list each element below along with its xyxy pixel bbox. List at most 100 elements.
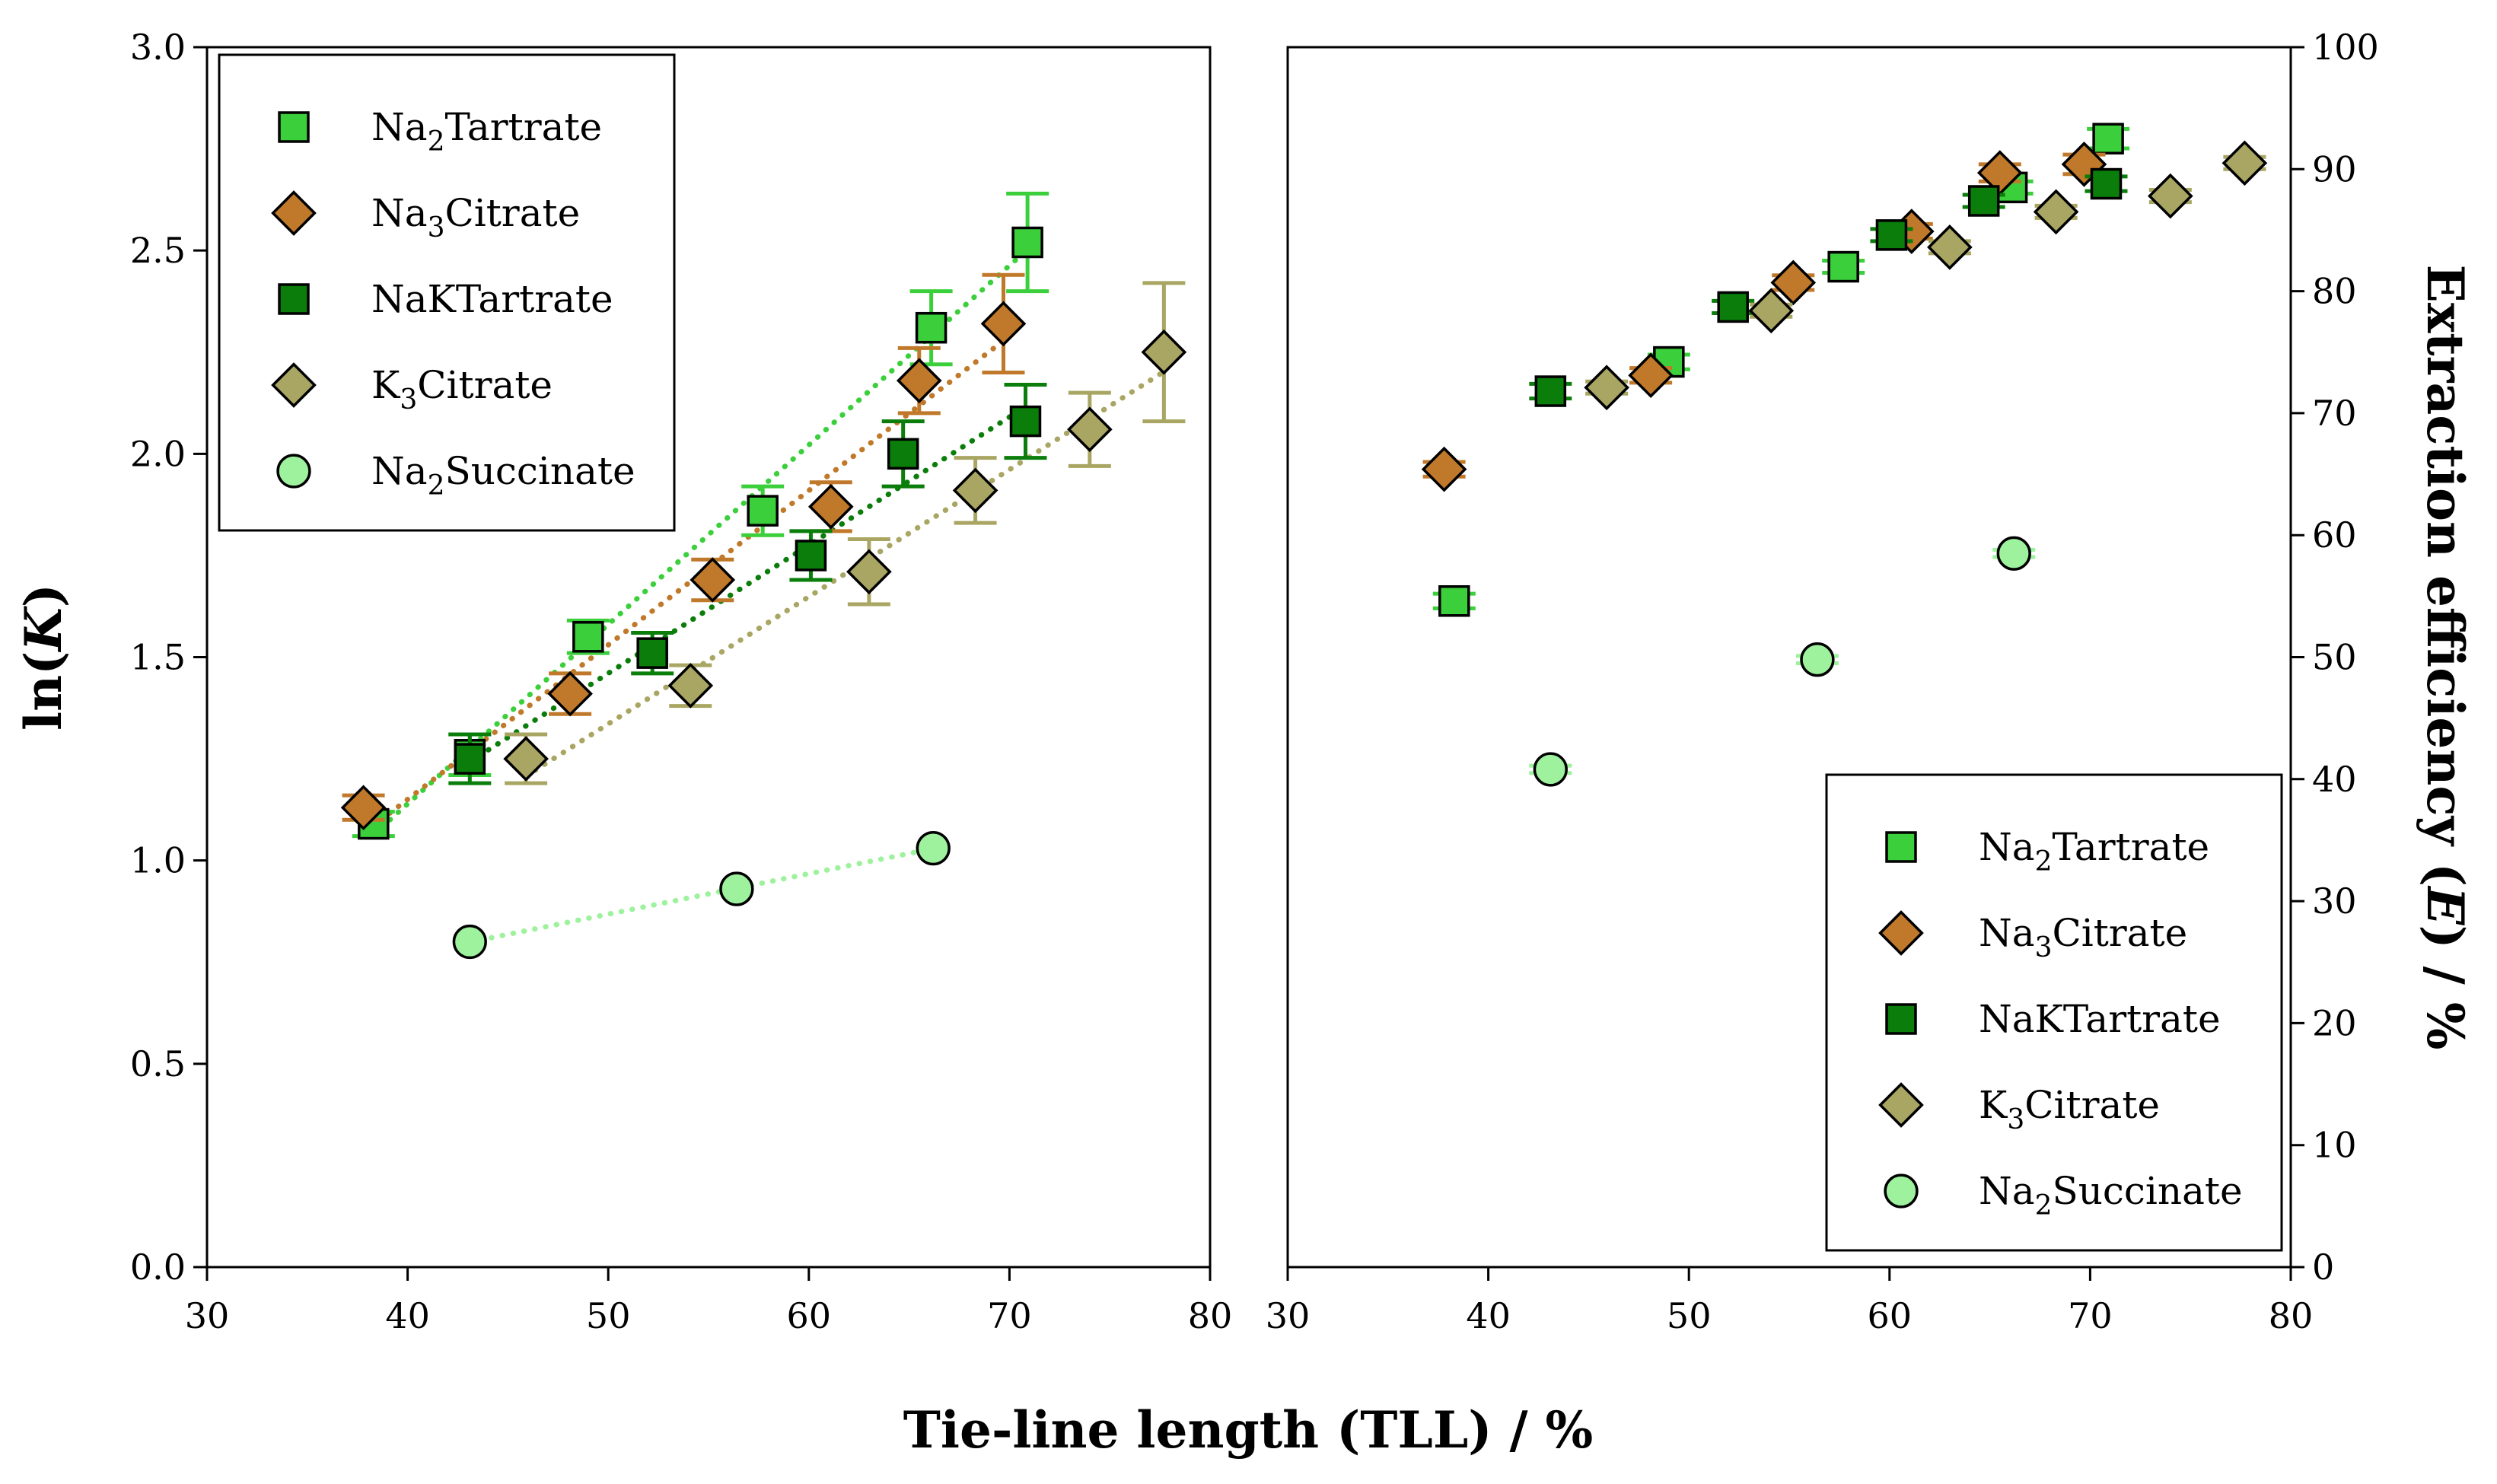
legend-marker-Na2Succinate bbox=[276, 454, 311, 489]
y-axis-title: Extraction efficiency (E) / % bbox=[2416, 265, 2475, 1050]
legend-marker-K3Citrate bbox=[1878, 1082, 1924, 1128]
series-Na3Citrate bbox=[340, 272, 1027, 831]
legend-marker-Na2Tartrate bbox=[278, 111, 310, 143]
legend: Na2Tartrate Na3Citrate NaKTartrate K3Citrat… bbox=[218, 53, 676, 532]
x-axis-title: Tie-line length (TLL) / % bbox=[903, 1400, 1593, 1460]
y-tick-label: 80 bbox=[2312, 271, 2357, 312]
data-point-Na3Citrate bbox=[1628, 352, 1674, 399]
data-point-Na2Succinate bbox=[1533, 752, 1568, 787]
data-point-Na3Citrate bbox=[896, 358, 942, 403]
x-tick-label: 80 bbox=[1188, 1295, 1233, 1336]
legend-label-Na2Tartrate: Na2Tartrate bbox=[1979, 825, 2209, 877]
y-tick-label: 2.5 bbox=[130, 230, 186, 271]
data-point-Na3Citrate bbox=[547, 670, 593, 717]
legend-label-NaKTartrate: NaKTartrate bbox=[371, 277, 613, 321]
trendline-K3Citrate bbox=[523, 368, 1167, 779]
data-point-Na3Citrate bbox=[1770, 260, 1817, 306]
y-tick-label: 70 bbox=[2312, 393, 2357, 434]
y-tick-label: 2.0 bbox=[130, 433, 186, 474]
legend-label-Na3Citrate: Na3Citrate bbox=[371, 191, 580, 244]
data-point-NaKTartrate bbox=[454, 743, 486, 775]
legend-marker-K3Citrate bbox=[271, 362, 317, 408]
data-point-K3Citrate bbox=[503, 736, 549, 782]
x-tick-label: 70 bbox=[987, 1295, 1032, 1336]
series-K3Citrate bbox=[1584, 140, 2268, 411]
data-point-K3Citrate bbox=[2222, 140, 2268, 186]
data-point-K3Citrate bbox=[1584, 365, 1629, 411]
data-point-K3Citrate bbox=[1927, 225, 1973, 270]
y-axis-title: ln(K) bbox=[14, 584, 73, 731]
left-panel-lnK: 30 40 50 60 70 80 0.0 0.5 1.0 1.5 2.0 2.5 3.0 ln(K) Na… bbox=[14, 27, 1232, 1336]
x-tick-label: 50 bbox=[1667, 1295, 1712, 1336]
data-point-Na2Succinate bbox=[916, 830, 951, 866]
y-tick-label: 3.0 bbox=[130, 27, 186, 68]
data-point-Na2Succinate bbox=[452, 924, 487, 960]
data-point-NaKTartrate bbox=[795, 540, 827, 572]
legend-marker-Na2Succinate bbox=[1884, 1174, 1919, 1209]
series-Na2Succinate bbox=[452, 830, 951, 960]
series-NaKTartrate bbox=[1529, 167, 2128, 407]
right-panel-extraction-efficiency: 30 40 50 60 70 80 0 10 20 30 40 50 60 70 80 90 100 Extrac… bbox=[1266, 27, 2475, 1336]
legend-marker-Na3Citrate bbox=[1878, 910, 1924, 956]
data-point-K3Citrate bbox=[2033, 189, 2079, 235]
y-tick-label: 0.5 bbox=[130, 1043, 186, 1084]
legend-label-Na3Citrate: Na3Citrate bbox=[1979, 911, 2187, 963]
y-tick-label: 20 bbox=[2312, 1002, 2357, 1043]
data-point-NaKTartrate bbox=[1875, 219, 1908, 251]
x-tick-label: 30 bbox=[185, 1295, 230, 1336]
x-tick-label: 30 bbox=[1266, 1295, 1311, 1336]
y-tick-label: 30 bbox=[2312, 881, 2357, 922]
data-point-Na2Tartrate bbox=[915, 311, 948, 344]
data-point-K3Citrate bbox=[667, 663, 714, 709]
y-tick-label: 90 bbox=[2312, 148, 2357, 189]
legend: Na2Tartrate Na3Citrate NaKTartrate K3Citrat… bbox=[1825, 773, 2283, 1252]
x-tick-label: 60 bbox=[1868, 1295, 1913, 1336]
legend-label-Na2Succinate: Na2Succinate bbox=[1979, 1169, 2243, 1221]
series-K3Citrate bbox=[503, 281, 1187, 785]
y-tick-label: 1.5 bbox=[130, 637, 186, 678]
series-Na2Succinate bbox=[1529, 536, 2036, 787]
y-tick-label: 60 bbox=[2312, 514, 2357, 556]
data-point-NaKTartrate bbox=[636, 637, 668, 669]
legend-label-Na2Succinate: Na2Succinate bbox=[371, 449, 635, 502]
legend-label-K3Citrate: K3Citrate bbox=[371, 363, 553, 416]
data-point-K3Citrate bbox=[2148, 173, 2193, 219]
data-point-NaKTartrate bbox=[887, 438, 919, 470]
x-tick-label: 80 bbox=[2269, 1295, 2314, 1336]
data-point-NaKTartrate bbox=[1967, 185, 2000, 217]
data-point-K3Citrate bbox=[1067, 406, 1113, 453]
data-point-Na2Succinate bbox=[719, 871, 754, 906]
data-point-K3Citrate bbox=[846, 549, 892, 595]
y-tick-label: 50 bbox=[2312, 637, 2357, 678]
data-point-Na2Tartrate bbox=[1438, 585, 1470, 617]
legend-label-K3Citrate: K3Citrate bbox=[1979, 1083, 2160, 1135]
data-point-Na2Tartrate bbox=[572, 621, 604, 653]
y-tick-label: 0 bbox=[2312, 1247, 2334, 1288]
x-tick-label: 40 bbox=[1466, 1295, 1511, 1336]
data-point-K3Citrate bbox=[1141, 329, 1187, 375]
legend-marker-NaKTartrate bbox=[278, 283, 310, 315]
data-point-Na3Citrate bbox=[1421, 446, 1467, 492]
trendline-Na2Succinate bbox=[467, 845, 936, 945]
x-tick-label: 60 bbox=[787, 1295, 832, 1336]
data-point-Na2Succinate bbox=[1800, 642, 1835, 677]
data-point-Na2Succinate bbox=[1996, 536, 2031, 571]
y-tick-label: 0.0 bbox=[130, 1247, 186, 1288]
data-point-NaKTartrate bbox=[1534, 375, 1567, 407]
data-point-NaKTartrate bbox=[2090, 167, 2123, 200]
data-point-K3Citrate bbox=[1748, 288, 1795, 334]
data-point-NaKTartrate bbox=[1717, 291, 1749, 323]
data-point-Na3Citrate bbox=[340, 785, 387, 831]
legend-marker-Na2Tartrate bbox=[1885, 831, 1917, 863]
data-point-Na2Tartrate bbox=[1827, 250, 1859, 283]
y-tick-label: 100 bbox=[2312, 27, 2379, 68]
legend-label-Na2Tartrate: Na2Tartrate bbox=[371, 105, 602, 158]
x-tick-label: 40 bbox=[385, 1295, 430, 1336]
data-point-Na3Citrate bbox=[690, 557, 736, 603]
legend-label-NaKTartrate: NaKTartrate bbox=[1979, 997, 2221, 1041]
data-point-Na3Citrate bbox=[980, 301, 1027, 347]
y-tick-label: 40 bbox=[2312, 759, 2357, 800]
data-point-Na2Tartrate bbox=[1011, 226, 1043, 259]
data-point-K3Citrate bbox=[952, 467, 998, 514]
